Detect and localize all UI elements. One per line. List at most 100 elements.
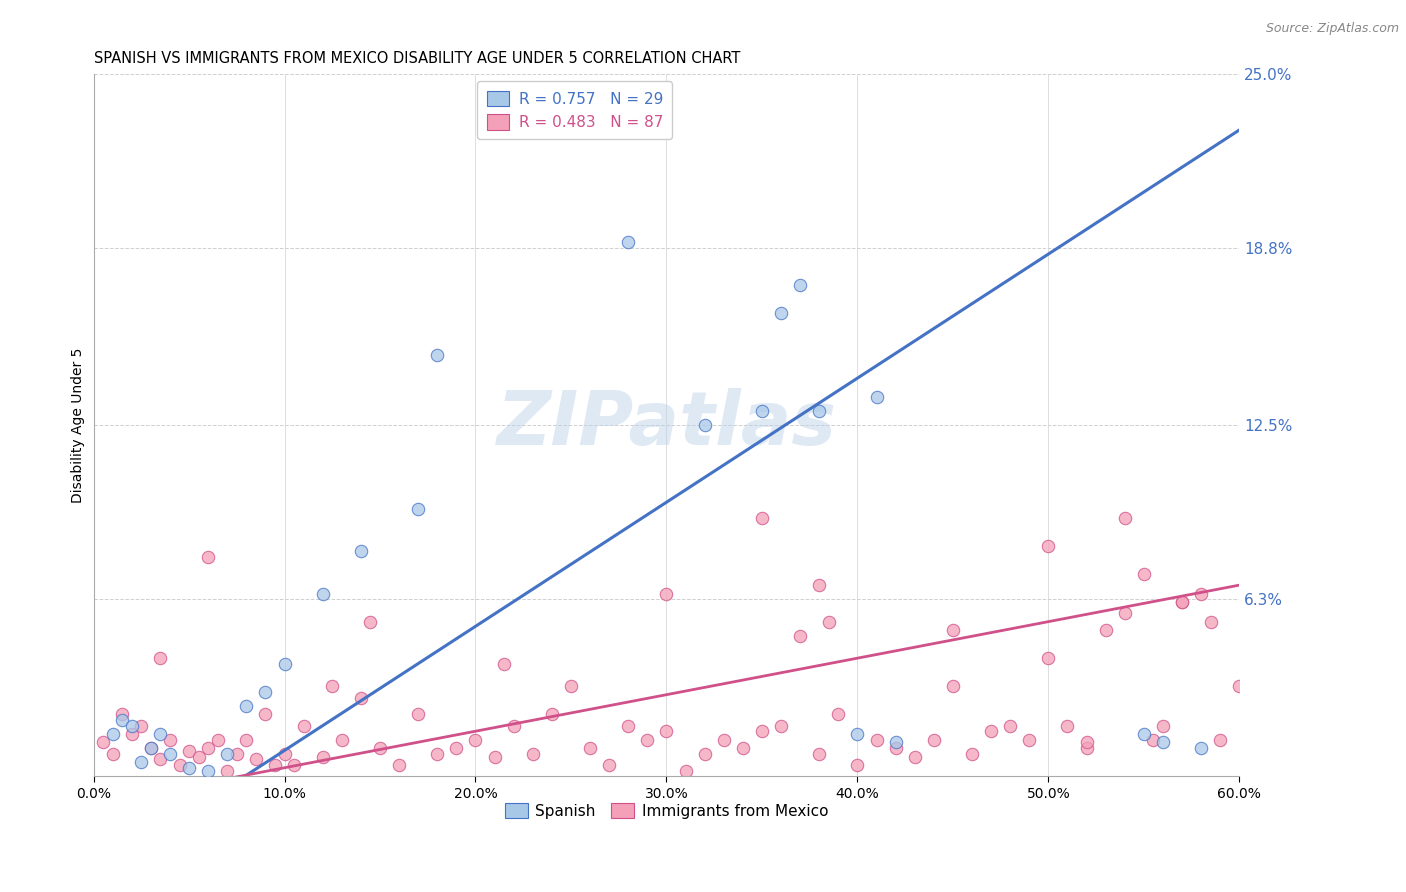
- Point: [484, 749, 506, 764]
- Point: [177, 761, 200, 775]
- Point: [139, 741, 162, 756]
- Point: [1038, 651, 1060, 665]
- Point: [312, 586, 335, 600]
- Point: [197, 764, 219, 778]
- Point: [197, 741, 219, 756]
- Point: [1114, 606, 1136, 620]
- Point: [283, 758, 305, 772]
- Point: [817, 615, 839, 629]
- Point: [254, 707, 277, 722]
- Point: [139, 741, 162, 756]
- Point: [177, 744, 200, 758]
- Point: [1038, 539, 1060, 553]
- Point: [1056, 718, 1078, 732]
- Point: [541, 707, 564, 722]
- Point: [598, 758, 620, 772]
- Point: [273, 747, 295, 761]
- Point: [846, 727, 869, 741]
- Point: [368, 741, 391, 756]
- Point: [359, 615, 381, 629]
- Point: [922, 732, 945, 747]
- Point: [770, 305, 793, 319]
- Point: [942, 623, 965, 637]
- Point: [187, 749, 209, 764]
- Point: [264, 758, 287, 772]
- Y-axis label: Disability Age Under 5: Disability Age Under 5: [72, 347, 86, 503]
- Point: [808, 578, 831, 592]
- Point: [464, 732, 486, 747]
- Point: [1094, 623, 1116, 637]
- Point: [827, 707, 849, 722]
- Point: [502, 718, 524, 732]
- Point: [579, 741, 602, 756]
- Point: [207, 732, 229, 747]
- Point: [245, 752, 267, 766]
- Point: [254, 685, 277, 699]
- Text: ZIPatlas: ZIPatlas: [496, 389, 837, 461]
- Point: [1114, 510, 1136, 524]
- Point: [808, 404, 831, 418]
- Point: [942, 679, 965, 693]
- Point: [1171, 595, 1194, 609]
- Point: [865, 390, 887, 404]
- Point: [149, 651, 172, 665]
- Point: [522, 747, 544, 761]
- Point: [751, 724, 773, 739]
- Point: [960, 747, 983, 761]
- Point: [693, 747, 716, 761]
- Point: [406, 707, 429, 722]
- Point: [1018, 732, 1040, 747]
- Point: [388, 758, 411, 772]
- Point: [1133, 566, 1156, 581]
- Point: [217, 747, 239, 761]
- Point: [693, 417, 716, 432]
- Point: [1227, 679, 1250, 693]
- Point: [494, 657, 516, 671]
- Point: [1189, 741, 1212, 756]
- Point: [617, 718, 640, 732]
- Point: [149, 752, 172, 766]
- Point: [808, 747, 831, 761]
- Point: [111, 713, 134, 727]
- Legend: Spanish, Immigrants from Mexico: Spanish, Immigrants from Mexico: [499, 797, 834, 825]
- Point: [426, 747, 449, 761]
- Point: [197, 549, 219, 564]
- Point: [998, 718, 1021, 732]
- Point: [1209, 732, 1232, 747]
- Point: [131, 718, 153, 732]
- Point: [217, 764, 239, 778]
- Point: [770, 718, 793, 732]
- Point: [789, 629, 811, 643]
- Point: [273, 657, 295, 671]
- Point: [111, 707, 134, 722]
- Point: [884, 741, 907, 756]
- Point: [731, 741, 754, 756]
- Point: [149, 727, 172, 741]
- Point: [1199, 615, 1222, 629]
- Point: [446, 741, 468, 756]
- Point: [789, 277, 811, 292]
- Point: [751, 404, 773, 418]
- Point: [713, 732, 735, 747]
- Point: [1152, 718, 1174, 732]
- Point: [1076, 741, 1098, 756]
- Point: [865, 732, 887, 747]
- Point: [101, 747, 124, 761]
- Point: [1152, 735, 1174, 749]
- Point: [1171, 595, 1194, 609]
- Point: [235, 732, 257, 747]
- Point: [330, 732, 353, 747]
- Point: [617, 235, 640, 250]
- Point: [1142, 732, 1164, 747]
- Point: [560, 679, 582, 693]
- Text: SPANISH VS IMMIGRANTS FROM MEXICO DISABILITY AGE UNDER 5 CORRELATION CHART: SPANISH VS IMMIGRANTS FROM MEXICO DISABI…: [94, 51, 740, 66]
- Point: [159, 747, 181, 761]
- Text: Source: ZipAtlas.com: Source: ZipAtlas.com: [1265, 22, 1399, 36]
- Point: [169, 758, 191, 772]
- Point: [884, 735, 907, 749]
- Point: [321, 679, 343, 693]
- Point: [101, 727, 124, 741]
- Point: [131, 755, 153, 769]
- Point: [235, 698, 257, 713]
- Point: [312, 749, 335, 764]
